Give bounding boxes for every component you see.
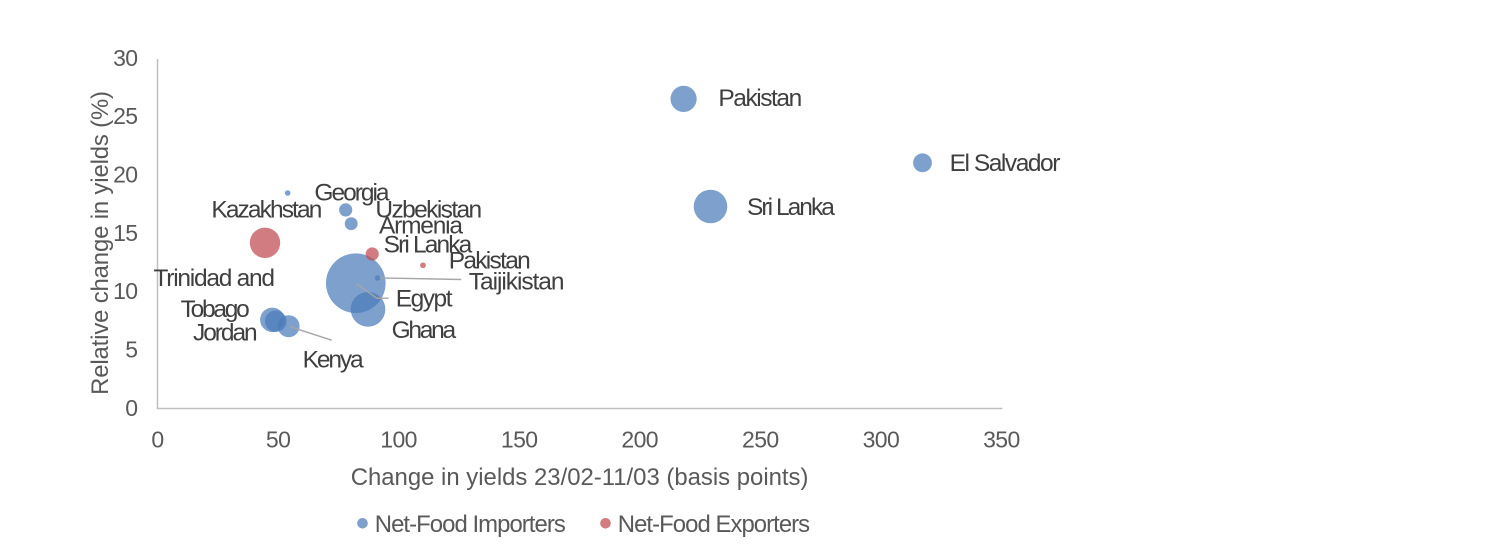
svg-text:15: 15 xyxy=(113,220,137,246)
svg-text:5: 5 xyxy=(125,336,137,362)
svg-text:250: 250 xyxy=(742,426,779,452)
svg-text:50: 50 xyxy=(266,426,290,452)
svg-text:25: 25 xyxy=(113,103,137,129)
svg-text:Tobago: Tobago xyxy=(181,296,250,323)
svg-text:Sri Lanka: Sri Lanka xyxy=(384,231,473,258)
svg-text:Change in yields 23/02-11/03 (: Change in yields 23/02-11/03 (basis poin… xyxy=(351,464,809,491)
svg-text:El Salvador: El Salvador xyxy=(950,150,1061,177)
svg-text:Jordan: Jordan xyxy=(193,319,257,346)
svg-text:Pakistan: Pakistan xyxy=(718,85,801,112)
svg-text:300: 300 xyxy=(863,426,900,452)
svg-text:Ghana: Ghana xyxy=(392,317,457,344)
svg-text:0: 0 xyxy=(151,426,163,452)
svg-text:Net-Food Exporters: Net-Food Exporters xyxy=(618,511,810,538)
svg-text:Net-Food Importers: Net-Food Importers xyxy=(375,511,566,538)
svg-text:Uzbekistan: Uzbekistan xyxy=(375,196,481,223)
svg-text:Pakistan: Pakistan xyxy=(449,247,530,274)
svg-text:Kazakhstan: Kazakhstan xyxy=(211,196,321,223)
svg-text:Georgia: Georgia xyxy=(314,180,390,207)
svg-text:Taijikistan: Taijikistan xyxy=(469,269,564,296)
svg-text:Armenia: Armenia xyxy=(379,212,463,239)
svg-text:350: 350 xyxy=(983,426,1020,452)
svg-text:150: 150 xyxy=(501,426,538,452)
svg-text:Relative change in yields (%): Relative change in yields (%) xyxy=(87,91,114,395)
svg-text:Egypt: Egypt xyxy=(396,286,453,313)
svg-text:Sri Lanka: Sri Lanka xyxy=(747,194,835,221)
svg-text:Kenya: Kenya xyxy=(303,346,364,373)
svg-text:20: 20 xyxy=(113,161,137,187)
svg-text:10: 10 xyxy=(113,278,137,304)
svg-text:200: 200 xyxy=(621,426,658,452)
svg-text:0: 0 xyxy=(125,395,137,421)
svg-text:30: 30 xyxy=(113,45,137,71)
svg-text:100: 100 xyxy=(380,426,417,452)
svg-text:Trinidad and: Trinidad and xyxy=(154,265,275,292)
